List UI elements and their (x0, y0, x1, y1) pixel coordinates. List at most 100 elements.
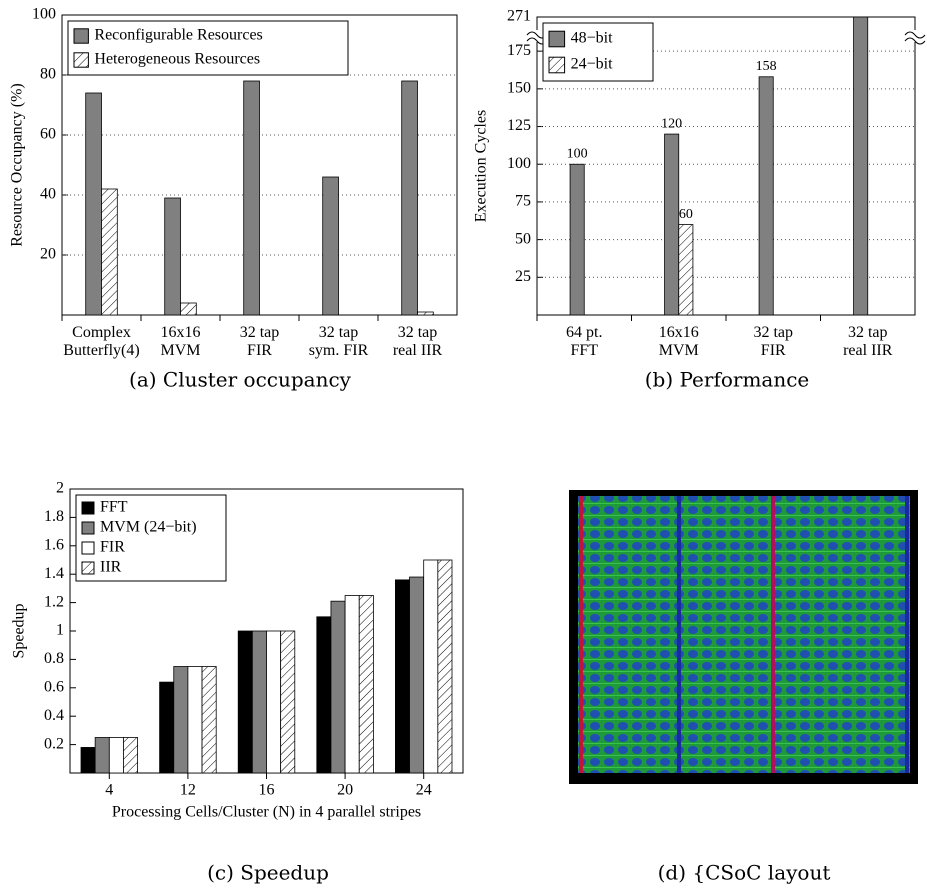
bar (402, 81, 418, 315)
bar (165, 198, 181, 315)
y-tick-label: 1.2 (44, 593, 64, 610)
y-tick-label: 1 (56, 622, 64, 639)
data-label: 100 (567, 146, 588, 161)
y-axis-label: Speedup (11, 603, 28, 658)
legend-label: 24−bit (571, 56, 613, 73)
figure: (d) {CSoC layout 20 40 60 80 100 ComplexButte… (0, 0, 927, 889)
data-label: 60 (679, 207, 693, 222)
legend-swatch (82, 502, 94, 514)
bar (679, 225, 693, 315)
bar (174, 667, 188, 774)
y-tick-label: 0.8 (44, 650, 64, 667)
y-tick-label: 100 (507, 155, 531, 172)
bar (244, 81, 260, 315)
caption: (b) Performance (645, 368, 810, 392)
caption: (c) Speedup (207, 861, 329, 885)
y-tick-label: 20 (40, 246, 56, 263)
bar (238, 631, 252, 773)
y-tick-label: 100 (32, 6, 56, 23)
x-tick-label: 16 (259, 782, 275, 799)
bar (81, 747, 95, 773)
legend-swatch (549, 31, 565, 47)
y-tick-label: 1.6 (44, 536, 64, 553)
legend-swatch (82, 562, 94, 574)
y-axis-label: Resource Occupancy (%) (9, 83, 26, 246)
y-tick-label: 0.4 (44, 707, 64, 724)
y-tick-label: 271 (507, 8, 531, 25)
bar (109, 738, 123, 774)
bar (317, 617, 331, 773)
bar (160, 682, 174, 773)
bar (181, 303, 197, 315)
y-tick-label: 1.8 (44, 508, 64, 525)
y-tick-label: 150 (507, 80, 531, 97)
x-tick-label: 16x16MVM (659, 324, 699, 359)
y-tick-label: 0.6 (44, 678, 64, 695)
x-tick-label: 4 (105, 782, 113, 799)
bar (331, 601, 345, 773)
bar (854, 17, 868, 315)
y-tick-label: 0.2 (44, 735, 64, 752)
bar (438, 560, 452, 773)
y-tick-label: 40 (40, 186, 56, 203)
caption: (d) {CSoC layout (658, 861, 831, 885)
legend-swatch (549, 57, 565, 73)
legend-label: MVM (24−bit) (100, 519, 197, 536)
y-tick-label: 2 (56, 480, 64, 497)
legend-swatch (82, 542, 94, 554)
legend-swatch (74, 53, 88, 67)
axis-break (905, 30, 925, 42)
data-label: 158 (756, 59, 777, 74)
legend-swatch (74, 29, 88, 43)
bar (252, 631, 266, 773)
y-tick-label: 125 (507, 117, 531, 134)
bar (102, 189, 118, 315)
bar (86, 93, 102, 315)
x-tick-label: 12 (180, 782, 196, 799)
bar (665, 134, 679, 315)
caption: (a) Cluster occupancy (129, 368, 352, 392)
y-tick-label: 175 (507, 42, 531, 59)
bar (281, 631, 295, 773)
y-tick-label: 25 (515, 268, 531, 285)
y-axis-label: Execution Cycles (473, 110, 490, 222)
bar (323, 177, 339, 315)
bar (410, 577, 424, 773)
bar (418, 312, 434, 315)
legend-label: Reconfigurable Resources (94, 27, 262, 44)
bar (188, 667, 202, 774)
legend-label: FIR (100, 539, 125, 556)
legend-box (76, 495, 226, 581)
legend-label: Heterogeneous Resources (94, 51, 260, 68)
x-tick-label: 64 pt.FFT (566, 324, 602, 359)
bar (759, 77, 773, 315)
legend-label: IIR (100, 559, 122, 576)
x-tick-label: 20 (337, 782, 353, 799)
y-tick-label: 80 (40, 66, 56, 83)
y-tick-label: 1.4 (44, 565, 64, 582)
bar (345, 596, 359, 774)
y-tick-label: 50 (515, 230, 531, 247)
legend-swatch (82, 522, 94, 534)
y-tick-label: 60 (40, 126, 56, 143)
bar (123, 738, 137, 774)
x-tick-label: 24 (416, 782, 432, 799)
y-tick-label: 75 (515, 193, 531, 210)
bar (202, 667, 216, 774)
x-axis-label: Processing Cells/Cluster (N) in 4 parall… (112, 804, 421, 821)
bar (395, 580, 409, 773)
bar (267, 631, 281, 773)
bar (359, 596, 373, 774)
legend-label: 48−bit (571, 30, 613, 47)
bar (570, 164, 584, 315)
bar (424, 560, 438, 773)
data-label: 120 (661, 116, 682, 131)
legend-label: FFT (100, 499, 128, 516)
